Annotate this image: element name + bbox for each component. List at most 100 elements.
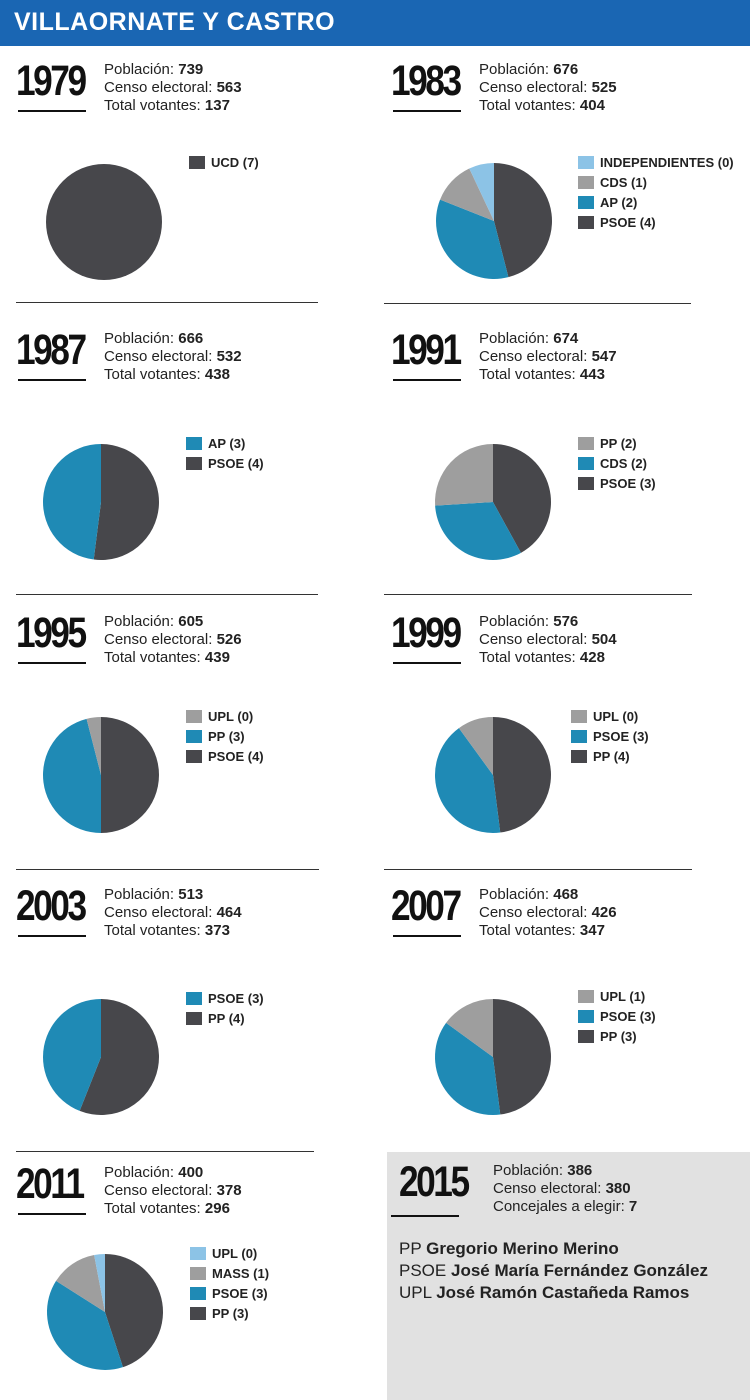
pie-slice-pp bbox=[43, 718, 101, 833]
stat-row: Total votantes: 428 bbox=[479, 649, 617, 667]
stat-row: Total votantes: 373 bbox=[104, 922, 242, 940]
pie-slice-psoe bbox=[435, 1022, 501, 1115]
stat-value: 676 bbox=[553, 61, 579, 78]
year-underline bbox=[393, 110, 461, 112]
legend-swatch bbox=[571, 729, 587, 743]
stat-poblacion-2015: Población: 386 bbox=[493, 1162, 593, 1179]
pie-slice-pp bbox=[493, 717, 552, 833]
pie-slice-ap bbox=[436, 199, 509, 279]
legend-swatch bbox=[578, 989, 594, 1003]
legend-label: MASS (1) bbox=[212, 1265, 270, 1281]
stat-censo-2015: Censo electoral: 380 bbox=[493, 1180, 631, 1197]
legend-label: CDS (1) bbox=[600, 174, 647, 190]
pie-slice-psoe bbox=[493, 444, 551, 553]
legend-label: PP (2) bbox=[600, 435, 637, 451]
stat-value: 296 bbox=[204, 1200, 230, 1217]
legend-swatch bbox=[186, 1011, 202, 1025]
stat-label: Censo electoral: bbox=[104, 1182, 213, 1199]
legend-item: INDEPENDIENTES (0) bbox=[578, 152, 734, 172]
year-label: 2007 bbox=[391, 882, 462, 930]
stat-row: Censo electoral: 547 bbox=[479, 348, 617, 366]
legend-item: PP (4) bbox=[571, 746, 649, 766]
stat-row: Total votantes: 404 bbox=[479, 97, 617, 115]
legend-swatch bbox=[578, 195, 594, 209]
legend-label: PSOE (3) bbox=[593, 728, 649, 744]
legend-swatch bbox=[189, 155, 205, 169]
stat-row: Población: 666 bbox=[104, 330, 242, 348]
pie-slice-psoe bbox=[101, 717, 159, 833]
legend-swatch bbox=[190, 1306, 206, 1320]
stat-label: Población: bbox=[104, 330, 175, 347]
pie-slice-psoe bbox=[43, 999, 101, 1111]
legend: UPL (0) PP (3) PSOE (4) bbox=[186, 706, 264, 766]
legend-label: AP (3) bbox=[208, 435, 246, 451]
pie-chart bbox=[42, 444, 159, 560]
year-label: 2011 bbox=[16, 1160, 85, 1208]
year-underline bbox=[18, 379, 86, 381]
year-underline bbox=[18, 935, 86, 937]
title-banner: VILLAORNATE Y CASTRO bbox=[0, 0, 750, 46]
stats-block: Población: 576 Censo electoral: 504 Total … bbox=[479, 613, 617, 667]
pie-slice-upl bbox=[94, 1254, 105, 1312]
legend-item: UPL (0) bbox=[190, 1243, 269, 1263]
legend-item: PP (2) bbox=[578, 433, 656, 453]
pie-slice-cds bbox=[435, 502, 521, 560]
pie-slice-ucd bbox=[46, 164, 162, 280]
legend-swatch bbox=[190, 1286, 206, 1300]
separator-line bbox=[384, 594, 692, 595]
pie-slice-psoe bbox=[435, 728, 501, 833]
stat-row: Población: 400 bbox=[104, 1164, 242, 1182]
stat-row: Censo electoral: 464 bbox=[104, 904, 242, 922]
legend-swatch bbox=[571, 709, 587, 723]
stats-block: Población: 605 Censo electoral: 526 Total … bbox=[104, 613, 242, 667]
page-title: VILLAORNATE Y CASTRO bbox=[14, 8, 336, 36]
legend-item: UPL (0) bbox=[186, 706, 264, 726]
stat-label: Población: bbox=[479, 886, 550, 903]
legend: UPL (1) PSOE (3) PP (3) bbox=[578, 986, 656, 1046]
legend-item: PSOE (3) bbox=[578, 473, 656, 493]
stat-label: Censo electoral: bbox=[479, 79, 588, 96]
legend-label: PSOE (3) bbox=[600, 475, 656, 491]
stat-label: Censo electoral: bbox=[104, 79, 213, 96]
stat-row: Población: 468 bbox=[479, 886, 617, 904]
stat-label: Censo electoral: bbox=[104, 348, 213, 365]
pie-slice-pp bbox=[435, 444, 493, 506]
stat-label: Población: bbox=[104, 1164, 175, 1181]
stat-concejales-2015: Concejales a elegir: 7 bbox=[493, 1198, 638, 1215]
stat-value: 464 bbox=[216, 904, 242, 921]
stats-block: Población: 400 Censo electoral: 378 Total … bbox=[104, 1164, 242, 1218]
legend-swatch bbox=[190, 1266, 206, 1280]
stats-block: Población: 739 Censo electoral: 563 Total … bbox=[104, 61, 242, 115]
year-label: 1987 bbox=[16, 326, 87, 374]
legend-swatch bbox=[578, 155, 594, 169]
candidate-psoe: PSOE José María Fernández González bbox=[399, 1261, 708, 1280]
legend-label: PP (4) bbox=[593, 748, 630, 764]
pie-slice-psoe bbox=[494, 163, 552, 278]
stat-row: Censo electoral: 378 bbox=[104, 1182, 242, 1200]
stat-value: 439 bbox=[204, 649, 230, 666]
separator-line bbox=[16, 594, 318, 595]
legend-item: PP (4) bbox=[186, 1008, 264, 1028]
stat-value: 347 bbox=[579, 922, 605, 939]
stat-value: 525 bbox=[591, 79, 617, 96]
year-label: 1999 bbox=[391, 609, 462, 657]
pie-chart bbox=[435, 999, 552, 1115]
stat-row: Población: 513 bbox=[104, 886, 242, 904]
stat-label: Población: bbox=[479, 61, 550, 78]
candidates-2015: PP Gregorio Merino Merino PSOE José Marí… bbox=[399, 1238, 708, 1304]
stat-label: Total votantes: bbox=[479, 97, 576, 114]
stat-label: Censo electoral: bbox=[479, 348, 588, 365]
legend-swatch bbox=[186, 709, 202, 723]
stat-row: Censo electoral: 532 bbox=[104, 348, 242, 366]
stats-block: Población: 666 Censo electoral: 532 Total … bbox=[104, 330, 242, 384]
panel-2015 bbox=[387, 1152, 750, 1400]
legend-swatch bbox=[578, 1029, 594, 1043]
legend-item: UCD (7) bbox=[189, 152, 259, 172]
pie-slice-pp bbox=[79, 999, 160, 1115]
stat-row: Población: 739 bbox=[104, 61, 242, 79]
legend-swatch bbox=[186, 436, 202, 450]
stat-value: 674 bbox=[553, 330, 579, 347]
pie-slice-independientes bbox=[469, 163, 494, 221]
separator-line bbox=[16, 302, 318, 303]
legend-label: PSOE (3) bbox=[208, 990, 264, 1006]
